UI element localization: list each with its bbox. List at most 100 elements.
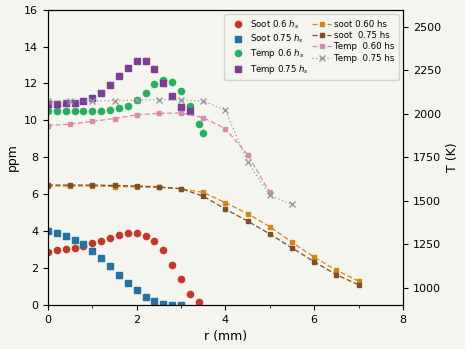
Temp 0.6 $h_s$ (169, 80, 175, 84)
Soot 0.6 $h_s$ (169, 262, 175, 267)
Soot 0.6 $h_s$ (152, 238, 157, 243)
Temp  0.60 hs (156, 111, 162, 116)
Line: soot  0.75 hs: soot 0.75 hs (46, 183, 361, 287)
soot 0.60 hs (112, 185, 117, 189)
soot  0.75 hs (90, 183, 95, 187)
Temp  0.75 hs (223, 108, 228, 112)
soot  0.75 hs (223, 207, 228, 211)
Temp 0.6 $h_s$ (187, 104, 193, 108)
soot  0.75 hs (67, 183, 73, 187)
Soot 0.75 $h_s$ (169, 303, 175, 307)
Temp 0.75 $h_s$ (45, 102, 51, 106)
Soot 0.75 $h_s$ (45, 229, 51, 233)
Line: Soot 0.75 $h_s$: Soot 0.75 $h_s$ (45, 228, 184, 308)
Soot 0.75 $h_s$ (54, 231, 60, 235)
Temp 0.6 $h_s$ (200, 131, 206, 135)
Temp 0.6 $h_s$ (152, 82, 157, 87)
Soot 0.75 $h_s$ (160, 302, 166, 306)
Temp 0.6 $h_s$ (90, 109, 95, 113)
soot 0.60 hs (178, 187, 184, 191)
Line: Temp  0.75 hs: Temp 0.75 hs (45, 97, 295, 208)
Temp 0.75 $h_s$ (63, 101, 68, 105)
Temp  0.60 hs (223, 127, 228, 131)
Temp 0.75 $h_s$ (134, 59, 140, 64)
Temp  0.60 hs (267, 190, 272, 194)
soot 0.60 hs (90, 184, 95, 188)
Temp 0.6 $h_s$ (160, 78, 166, 82)
soot 0.60 hs (134, 185, 140, 189)
Temp 0.75 $h_s$ (169, 94, 175, 98)
soot  0.75 hs (267, 232, 272, 236)
Temp 0.6 $h_s$ (125, 104, 131, 108)
Temp  0.60 hs (90, 119, 95, 124)
Temp  0.75 hs (245, 160, 251, 164)
soot 0.60 hs (333, 268, 339, 272)
Temp 0.6 $h_s$ (99, 109, 104, 113)
Temp 0.75 $h_s$ (143, 59, 148, 64)
Soot 0.6 $h_s$ (90, 241, 95, 245)
Soot 0.75 $h_s$ (99, 256, 104, 260)
Temp 0.75 $h_s$ (178, 104, 184, 109)
soot  0.75 hs (245, 219, 251, 223)
Temp  0.75 hs (289, 202, 295, 207)
Soot 0.75 $h_s$ (125, 281, 131, 285)
Y-axis label: T (K): T (K) (446, 142, 459, 172)
Temp 0.6 $h_s$ (107, 108, 113, 112)
Y-axis label: ppm: ppm (6, 143, 19, 171)
Temp 0.75 $h_s$ (80, 99, 86, 103)
Temp  0.75 hs (67, 99, 73, 103)
Temp  0.75 hs (90, 99, 95, 103)
soot  0.75 hs (134, 184, 140, 188)
Temp  0.75 hs (178, 98, 184, 102)
Soot 0.6 $h_s$ (160, 248, 166, 252)
Soot 0.75 $h_s$ (90, 248, 95, 253)
Soot 0.6 $h_s$ (99, 238, 104, 243)
Temp 0.75 $h_s$ (99, 91, 104, 95)
Temp  0.60 hs (134, 113, 140, 117)
Line: soot 0.60 hs: soot 0.60 hs (46, 184, 361, 284)
Soot 0.75 $h_s$ (72, 237, 77, 242)
Line: Temp 0.6 $h_s$: Temp 0.6 $h_s$ (45, 77, 206, 136)
Soot 0.75 $h_s$ (107, 264, 113, 268)
Temp 0.75 $h_s$ (160, 81, 166, 86)
Line: Soot 0.6 $h_s$: Soot 0.6 $h_s$ (45, 230, 202, 305)
Temp  0.60 hs (200, 116, 206, 120)
Soot 0.75 $h_s$ (178, 303, 184, 307)
Soot 0.6 $h_s$ (178, 277, 184, 281)
Temp 0.6 $h_s$ (134, 98, 140, 102)
Soot 0.6 $h_s$ (125, 231, 131, 235)
Soot 0.75 $h_s$ (116, 273, 122, 277)
Temp 0.75 $h_s$ (54, 102, 60, 106)
soot  0.75 hs (45, 183, 51, 187)
Temp 0.6 $h_s$ (54, 109, 60, 113)
soot  0.75 hs (200, 194, 206, 198)
Temp  0.75 hs (156, 98, 162, 102)
Temp 0.75 $h_s$ (152, 67, 157, 71)
Soot 0.6 $h_s$ (80, 244, 86, 248)
Legend: Soot 0.6 $h_s$, Soot 0.75 $h_s$, Temp 0.6 $h_s$, Temp 0.75 $h_s$, soot 0.60 hs, : Soot 0.6 $h_s$, Soot 0.75 $h_s$, Temp 0.… (224, 14, 399, 80)
Soot 0.6 $h_s$ (63, 247, 68, 251)
Soot 0.75 $h_s$ (63, 234, 68, 238)
Temp 0.6 $h_s$ (80, 109, 86, 113)
Soot 0.75 $h_s$ (143, 295, 148, 299)
X-axis label: r (mm): r (mm) (204, 331, 247, 343)
Soot 0.75 $h_s$ (80, 242, 86, 246)
Temp 0.75 $h_s$ (90, 96, 95, 100)
Temp 0.75 $h_s$ (107, 83, 113, 87)
Temp  0.75 hs (267, 193, 272, 197)
soot  0.75 hs (356, 283, 361, 287)
Soot 0.6 $h_s$ (116, 233, 122, 237)
soot 0.60 hs (223, 201, 228, 205)
soot 0.60 hs (356, 279, 361, 283)
soot 0.60 hs (289, 240, 295, 244)
Temp 0.6 $h_s$ (143, 91, 148, 95)
Line: Temp  0.60 hs: Temp 0.60 hs (46, 111, 272, 195)
Temp 0.6 $h_s$ (63, 109, 68, 113)
Temp 0.6 $h_s$ (72, 109, 77, 113)
Soot 0.75 $h_s$ (152, 299, 157, 304)
soot  0.75 hs (178, 187, 184, 191)
Temp  0.60 hs (178, 111, 184, 115)
Temp  0.75 hs (45, 99, 51, 103)
soot  0.75 hs (156, 185, 162, 189)
Soot 0.6 $h_s$ (187, 292, 193, 296)
